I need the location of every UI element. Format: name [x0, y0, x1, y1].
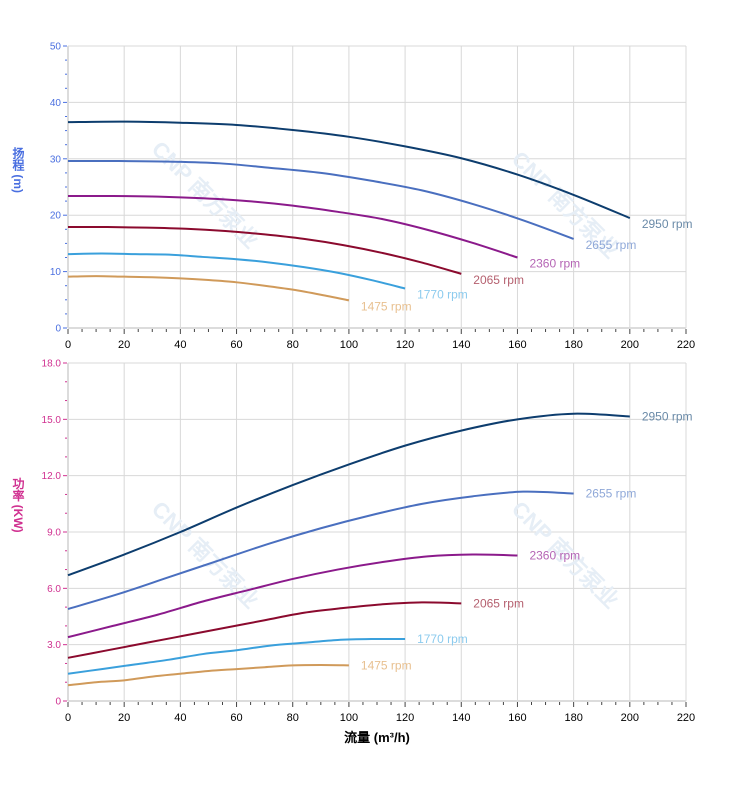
series-line-2065-rpm: [67, 601, 462, 659]
x-tick-label: 100: [340, 339, 358, 351]
series-label-2950-rpm: 2950 rpm: [642, 410, 693, 424]
x-tick-label: 80: [287, 712, 299, 724]
series-line-2655-rpm: [67, 160, 574, 240]
series-line-2065-rpm: [67, 226, 462, 275]
y-tick-label: 10: [50, 267, 62, 278]
power-axis-label: 功率 (KW): [11, 476, 25, 533]
y-tick-label: 9.0: [47, 528, 61, 539]
x-tick-label: 20: [118, 339, 130, 351]
series-label-2655-rpm: 2655 rpm: [586, 487, 637, 501]
series-label-2065-rpm: 2065 rpm: [473, 596, 524, 610]
x-tick-label: 140: [452, 339, 470, 351]
series-line-2950-rpm: [67, 120, 631, 219]
series-line-2360-rpm: [67, 194, 518, 259]
y-tick-label: 0: [55, 324, 61, 335]
x-tick-label: 180: [564, 339, 582, 351]
x-tick-label: 200: [621, 712, 639, 724]
series-label-2360-rpm: 2360 rpm: [529, 548, 580, 562]
watermark-logo: CNP 南方泵业: [147, 136, 264, 253]
head-axis-label: 扬程 (m): [11, 146, 25, 193]
x-tick-label: 120: [396, 712, 414, 724]
x-tick-label: 20: [118, 712, 130, 724]
x-tick-label: 80: [287, 339, 299, 351]
x-tick-label: 120: [396, 339, 414, 351]
x-tick-label: 160: [508, 712, 526, 724]
series-line-1770-rpm: [67, 252, 406, 290]
y-tick-label: 0: [55, 697, 61, 708]
series-label-2950-rpm: 2950 rpm: [642, 217, 693, 231]
watermark-logo: CNP 南方泵业: [147, 496, 264, 613]
x-tick-label: 140: [452, 712, 470, 724]
x-tick-label: 160: [508, 339, 526, 351]
x-tick-label: 220: [677, 339, 695, 351]
series-label-1475-rpm: 1475 rpm: [361, 299, 412, 313]
x-tick-label: 100: [340, 712, 358, 724]
x-tick-label: 220: [677, 712, 695, 724]
series-label-2360-rpm: 2360 rpm: [529, 257, 580, 271]
series-line-2950-rpm: [67, 412, 630, 577]
y-tick-label: 18.0: [42, 359, 62, 370]
y-tick-label: 50: [50, 42, 62, 53]
y-tick-label: 30: [50, 154, 62, 165]
y-tick-label: 20: [50, 211, 62, 222]
series-label-1770-rpm: 1770 rpm: [417, 288, 468, 302]
x-tick-label: 60: [230, 339, 242, 351]
series-label-2655-rpm: 2655 rpm: [586, 238, 637, 252]
series-line-1770-rpm: [67, 637, 406, 675]
x-tick-label: 200: [621, 339, 639, 351]
series-line-2655-rpm: [67, 490, 574, 610]
x-tick-label: 40: [174, 339, 186, 351]
series-line-1475-rpm: [67, 275, 350, 302]
chart-panel-power: 0 3.0 6.0 9.0 12.0 15.0 18.0 0 20 40 60 80 100 120 140…: [42, 359, 696, 725]
y-tick-label: 12.0: [42, 471, 62, 482]
flow-axis-label: 流量 (m³/h): [344, 730, 410, 745]
x-tick-label: 180: [564, 712, 582, 724]
y-tick-label: 40: [50, 98, 62, 109]
series-label-1475-rpm: 1475 rpm: [361, 658, 412, 672]
chart-panel-head: 0 10 20 30 40 50 0 20 40 60 80 100 120 140 160 180 200 22…: [50, 42, 695, 352]
x-tick-label: 0: [65, 339, 71, 351]
series-label-1770-rpm: 1770 rpm: [417, 632, 468, 646]
y-tick-label: 15.0: [42, 415, 62, 426]
x-tick-label: 40: [174, 712, 186, 724]
y-tick-label: 3.0: [47, 640, 61, 651]
x-tick-label: 60: [230, 712, 242, 724]
y-tick-label: 6.0: [47, 584, 61, 595]
series-line-1475-rpm: [67, 663, 349, 687]
series-label-2065-rpm: 2065 rpm: [473, 273, 524, 287]
series-line-2360-rpm: [67, 553, 518, 639]
x-tick-label: 0: [65, 712, 71, 724]
